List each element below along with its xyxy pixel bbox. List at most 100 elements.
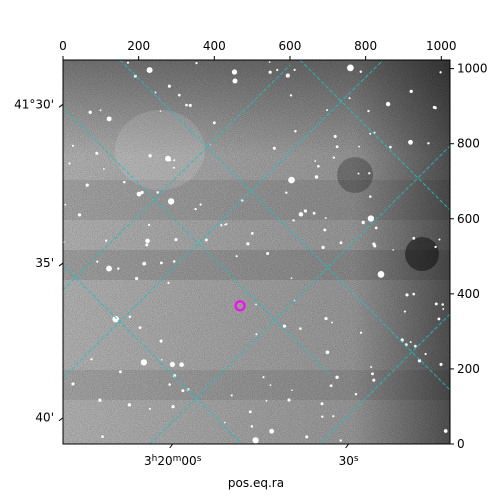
star <box>268 61 271 63</box>
star <box>347 64 354 72</box>
star <box>358 145 360 148</box>
star <box>408 139 413 145</box>
star <box>323 228 327 232</box>
star <box>434 245 437 249</box>
star <box>212 121 216 125</box>
star <box>223 421 226 424</box>
star <box>99 109 102 112</box>
x-top-tick-label-5: 1000 <box>426 39 457 53</box>
star <box>255 303 257 306</box>
star <box>324 217 327 219</box>
star <box>412 292 416 296</box>
star <box>348 97 351 100</box>
star <box>314 160 317 162</box>
star <box>333 134 337 138</box>
star <box>145 243 149 247</box>
star <box>287 398 291 402</box>
star <box>272 146 276 150</box>
star <box>312 211 316 215</box>
star <box>119 370 122 374</box>
dec-tick-2 <box>58 417 64 422</box>
star <box>168 383 171 386</box>
star <box>325 350 330 355</box>
star <box>299 327 302 330</box>
star <box>357 172 360 175</box>
star <box>389 145 392 149</box>
star <box>371 372 374 376</box>
star <box>432 105 436 109</box>
star <box>225 223 228 225</box>
star <box>434 302 438 306</box>
star <box>148 407 151 410</box>
star <box>96 260 99 263</box>
dec-tick-label-0: 41°30' <box>14 97 54 111</box>
star <box>95 151 99 155</box>
star <box>385 101 391 107</box>
star <box>136 191 142 197</box>
star <box>374 226 378 230</box>
star <box>199 203 202 206</box>
star <box>276 68 279 72</box>
star <box>368 172 371 175</box>
grid-line-1 <box>63 264 243 444</box>
star <box>138 326 142 330</box>
star <box>320 402 324 406</box>
star <box>172 166 175 169</box>
star <box>305 435 309 439</box>
star <box>98 398 102 402</box>
star <box>370 366 373 368</box>
star <box>188 103 192 107</box>
star <box>252 437 259 444</box>
dec-tick-label-2: 40' <box>35 411 54 425</box>
star <box>438 238 441 241</box>
dark-ring-feature <box>337 157 373 193</box>
dec-tick-1 <box>58 262 64 267</box>
star <box>373 131 376 134</box>
star <box>359 331 363 334</box>
star <box>179 362 184 368</box>
x-top-tick-label-4: 800 <box>354 39 377 53</box>
star <box>140 359 148 366</box>
star <box>303 209 307 213</box>
star <box>159 339 163 343</box>
star <box>335 375 339 379</box>
star <box>417 359 422 363</box>
star <box>123 180 126 184</box>
star <box>437 317 441 321</box>
star <box>424 352 427 356</box>
star <box>288 176 295 184</box>
star <box>329 384 333 388</box>
star <box>292 219 295 222</box>
star <box>250 232 254 235</box>
star <box>167 198 175 205</box>
star <box>128 315 132 319</box>
x-top-tick-label-3: 600 <box>279 39 302 53</box>
star <box>285 191 288 194</box>
star <box>412 236 416 240</box>
star <box>159 261 163 265</box>
star <box>409 341 412 344</box>
y-pixel-axis-right: 0 200 400 600 800 1000 <box>450 62 488 451</box>
star <box>156 191 159 194</box>
star <box>181 389 185 393</box>
star <box>101 435 104 438</box>
star <box>147 223 151 227</box>
ra-tick-1 <box>345 443 350 449</box>
star <box>289 94 293 97</box>
star <box>331 321 333 324</box>
star <box>361 220 365 225</box>
star <box>332 415 335 418</box>
grid-line-5 <box>149 145 450 444</box>
star <box>427 142 430 145</box>
star <box>160 358 163 361</box>
star <box>185 103 188 107</box>
star <box>232 78 238 84</box>
star <box>314 175 319 179</box>
star <box>294 129 297 133</box>
coordinate-grid <box>63 60 450 444</box>
star <box>377 271 385 278</box>
dark-blob-feature <box>405 237 439 271</box>
star <box>369 132 372 135</box>
star <box>266 252 270 255</box>
